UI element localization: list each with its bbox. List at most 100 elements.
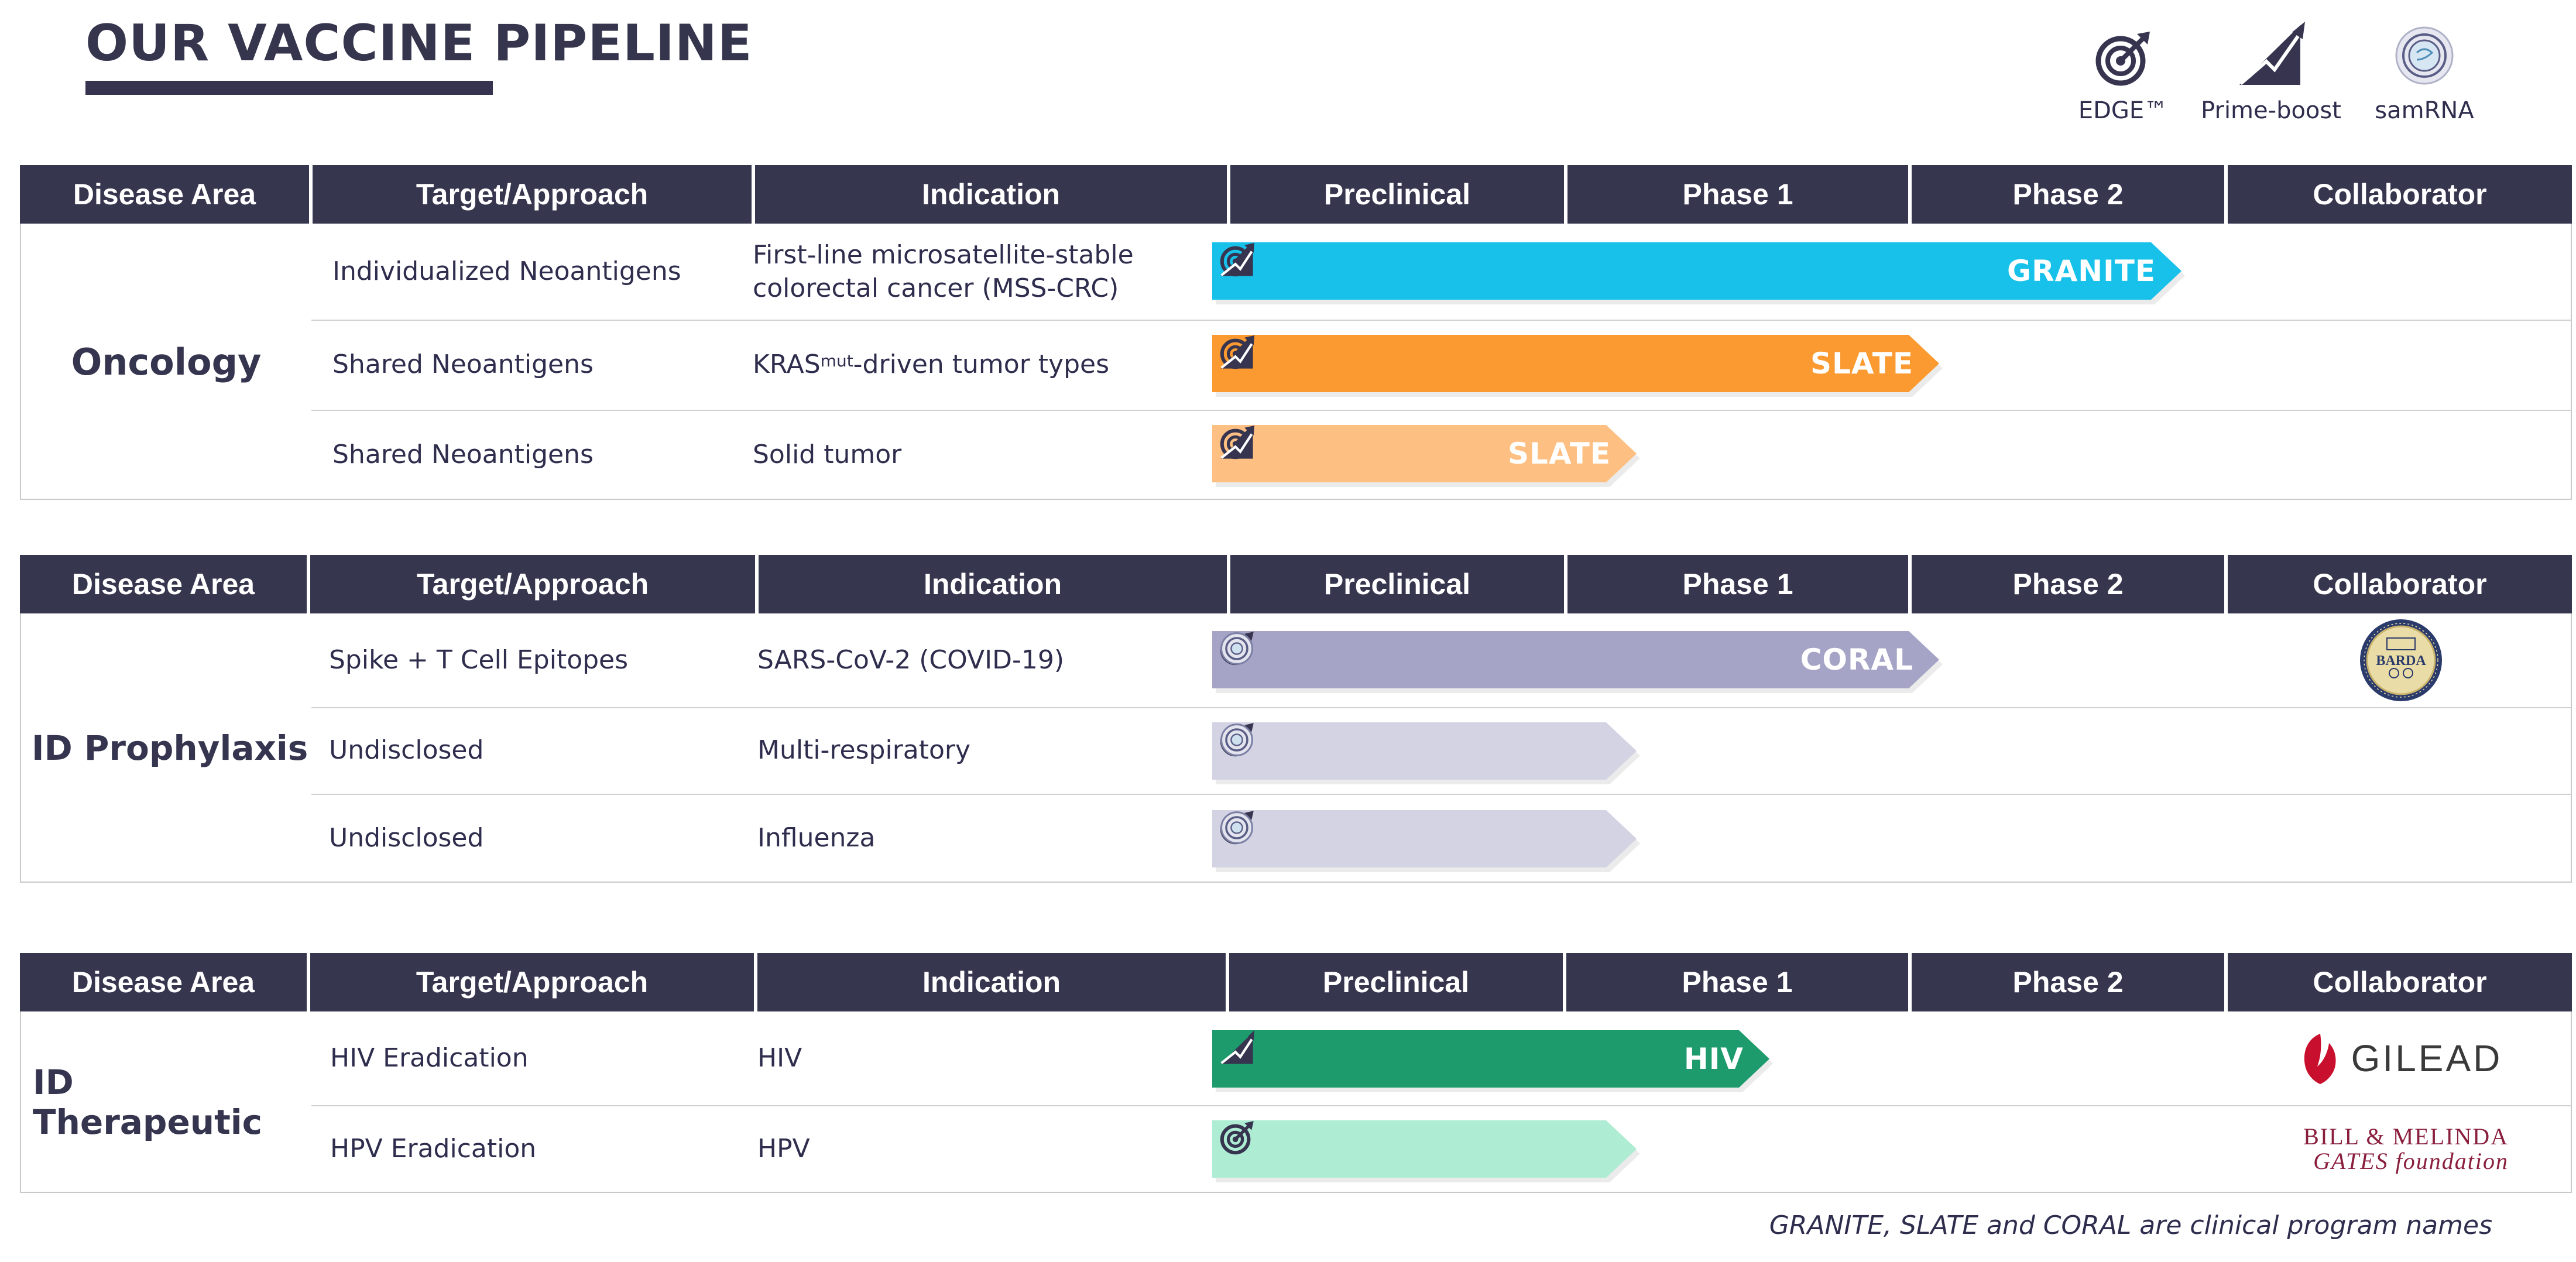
table-header: Disease Area Target/Approach Indication …: [20, 555, 2572, 613]
program-bar-fill: [1212, 335, 1939, 392]
gilead-logo-text: GILEAD: [2351, 1037, 2503, 1079]
col-preclinical: Preclinical: [1230, 165, 1564, 224]
col-target: Target/Approach: [310, 555, 755, 613]
pipeline-table-oncology: Disease Area Target/Approach Indication …: [20, 165, 2572, 500]
indication-cell: KRAS mut -driven tumor types: [753, 320, 1109, 410]
target-cell: HIV Eradication: [330, 1043, 529, 1074]
program-bar-fill: [1212, 722, 1637, 780]
row-divider: [311, 707, 2572, 708]
page-title: OUR VACCINE PIPELINE: [85, 14, 753, 73]
col-phase2: Phase 2: [1912, 555, 2224, 613]
indication-cell: First-line microsatellite-stable colorec…: [753, 239, 1134, 303]
col-target: Target/Approach: [310, 953, 754, 1011]
prime-boost-icon: [2236, 12, 2306, 88]
col-indication: Indication: [757, 953, 1226, 1011]
legend-edge: EDGE™: [2078, 12, 2168, 129]
footnote: GRANITE, SLATE and CORAL are clinical pr…: [1769, 1210, 2492, 1240]
program-bar-shape: [1212, 722, 1640, 784]
col-disease-area: Disease Area: [20, 953, 307, 1011]
edge-target-icon: [2094, 12, 2152, 88]
program-label: CORAL: [1800, 643, 1913, 677]
target-cell: Spike + T Cell Epitopes: [329, 645, 629, 675]
legend-prime-boost: Prime-boost: [2201, 12, 2341, 129]
target-cell: Individualized Neoantigens: [332, 256, 681, 287]
legend-label: EDGE™: [2078, 97, 2168, 124]
program-bar-fill: [1212, 631, 1939, 688]
samrna-icon: [1220, 811, 1253, 844]
program-bar-shape: [1212, 1030, 1773, 1092]
legend-label: Prime-boost: [2201, 97, 2341, 124]
table-header: Disease Area Target/Approach Indication …: [20, 953, 2572, 1011]
legend-samrna: samRNA: [2375, 12, 2474, 129]
col-preclinical: Preclinical: [1229, 953, 1563, 1011]
target-cell: Shared Neoantigens: [332, 440, 594, 470]
barda-logo: BARDA: [2229, 613, 2573, 707]
title-underline: [85, 81, 493, 95]
col-preclinical: Preclinical: [1230, 555, 1564, 613]
col-target: Target/Approach: [313, 165, 752, 224]
disease-area-label: ID Prophylaxis: [32, 728, 308, 768]
row-divider: [311, 1105, 2572, 1106]
gates-foundation-logo: BILL & MELINDA GATES foundation: [2229, 1105, 2573, 1193]
gilead-logo: GILEAD: [2229, 1011, 2573, 1105]
program-bar-shape: [1212, 1120, 1640, 1182]
program-label: [1212, 810, 1611, 867]
table-body: Oncology Individualized Neoantigens Firs…: [20, 224, 2572, 500]
col-indication: Indication: [759, 555, 1227, 613]
col-disease-area: Disease Area: [20, 555, 307, 613]
indication-cell: HPV: [757, 1134, 810, 1164]
target-cell: HPV Eradication: [330, 1134, 537, 1164]
prime-boost-icon: [1220, 1030, 1254, 1065]
col-phase2: Phase 2: [1912, 165, 2224, 224]
program-bar-shape: [1212, 335, 1943, 397]
pipeline-table-id-prophylaxis: Disease Area Target/Approach Indication …: [20, 555, 2572, 883]
disease-area-label: ID Therapeutic: [33, 1062, 263, 1142]
program-bar-shape: [1212, 631, 1943, 693]
col-phase1: Phase 1: [1567, 555, 1908, 613]
edge-target-icon: [1220, 1121, 1254, 1155]
pipeline-table-id-therapeutic: Disease Area Target/Approach Indication …: [20, 953, 2572, 1193]
indication-superscript: mut: [820, 351, 853, 371]
program-bar-fill: [1212, 1030, 1769, 1088]
program-bar-shape: [1212, 425, 1640, 487]
samrna-icon: [1220, 632, 1253, 665]
samrna-icon: [1220, 723, 1253, 756]
program-bar-fill: [1212, 1120, 1637, 1178]
col-indication: Indication: [755, 165, 1227, 224]
row-divider: [311, 410, 2572, 411]
target-cell: Undisclosed: [329, 823, 484, 853]
samrna-icon: [2392, 12, 2457, 88]
gilead-logo-mark: [2304, 1034, 2336, 1084]
indication-tail: -driven tumor types: [853, 349, 1109, 380]
disease-area-label: Oncology: [71, 340, 262, 383]
target-cell: Shared Neoantigens: [332, 349, 594, 380]
col-phase1: Phase 1: [1567, 165, 1908, 224]
col-collaborator: Collaborator: [2228, 953, 2572, 1011]
program-label: HIV: [1683, 1042, 1744, 1076]
program-bar-fill: [1212, 425, 1637, 482]
indication-cell: Multi-respiratory: [757, 735, 971, 766]
prime-boost-icon: [1220, 335, 1254, 369]
col-phase2: Phase 2: [1912, 953, 2224, 1011]
program-label: SLATE: [1508, 437, 1611, 471]
gates-logo-line1: BILL & MELINDA: [2303, 1123, 2509, 1150]
program-bar-shape: [1212, 810, 1640, 872]
table-header: Disease Area Target/Approach Indication …: [20, 165, 2572, 224]
indication-cell: HIV: [757, 1043, 802, 1074]
col-disease-area: Disease Area: [20, 165, 309, 224]
prime-boost-icon: [1220, 242, 1254, 277]
indication-cell: SARS-CoV-2 (COVID-19): [757, 645, 1064, 675]
program-label: SLATE: [1810, 347, 1913, 380]
target-cell: Undisclosed: [329, 735, 484, 766]
program-label: [1212, 1120, 1611, 1178]
indication-cell: Solid tumor: [753, 440, 902, 470]
program-bar-fill: [1212, 242, 2181, 300]
row-divider: [311, 794, 2572, 795]
program-label: [1212, 722, 1611, 780]
indication-cell: Influenza: [757, 823, 876, 853]
gates-logo-line2: GATES foundation: [2313, 1148, 2509, 1174]
program-label: GRANITE: [2007, 254, 2156, 288]
col-collaborator: Collaborator: [2228, 165, 2572, 224]
prime-boost-icon: [1220, 425, 1254, 459]
row-divider: [311, 320, 2572, 321]
